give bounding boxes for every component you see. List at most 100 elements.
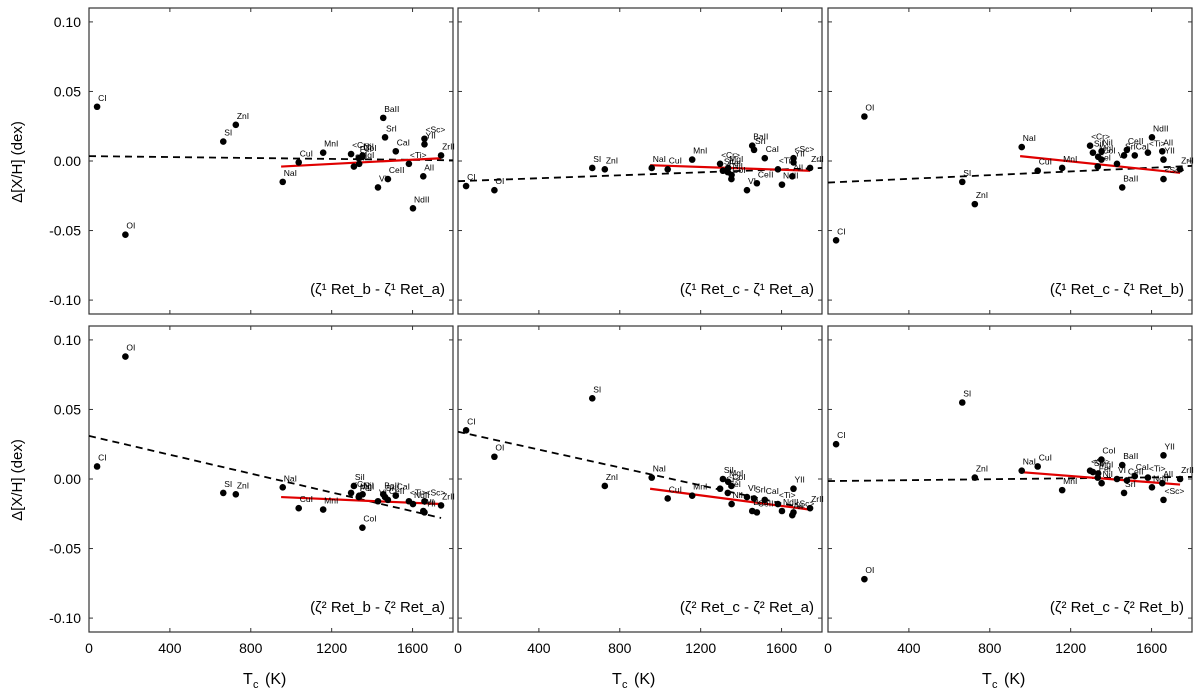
panels-group: -0.10-0.050.000.050.10CIOISIZnINaICuIMnI… bbox=[49, 7, 1194, 656]
point-label-mni: MnI bbox=[1063, 476, 1077, 486]
x-axis-label-2-sub: c bbox=[622, 679, 628, 691]
point-label-ndii: NdII bbox=[1153, 123, 1169, 133]
point-label-coi: CoI bbox=[1102, 446, 1115, 456]
point-cai bbox=[1131, 152, 1139, 159]
point-label-ceii: CeII bbox=[1128, 136, 1144, 146]
point-label-ceii: CeII bbox=[389, 486, 405, 496]
point-zrii bbox=[1176, 166, 1184, 173]
point-label-sc: <Sc> bbox=[425, 487, 445, 497]
point-label-zrii: ZrII bbox=[442, 491, 455, 501]
point-label-zrii: ZrII bbox=[1181, 465, 1194, 475]
point-label-baii: BaII bbox=[384, 104, 399, 114]
point-vi bbox=[374, 184, 382, 191]
point-cai bbox=[392, 492, 400, 499]
point-label-oi: OI bbox=[865, 565, 874, 575]
point-label-cui: CuI bbox=[1039, 157, 1052, 167]
point-nai bbox=[1018, 467, 1026, 474]
point-nii bbox=[728, 500, 735, 508]
point-label-mni: MnI bbox=[693, 146, 707, 156]
point-mni bbox=[319, 149, 327, 156]
y-tick-label: 0.00 bbox=[54, 153, 81, 169]
point-label-oi: OI bbox=[495, 176, 504, 186]
point-label-coi: CoI bbox=[363, 143, 376, 153]
point-label-nii: NiI bbox=[1103, 469, 1113, 479]
point-label-ndii: NdII bbox=[414, 490, 430, 500]
point-sii bbox=[1089, 468, 1097, 476]
point-label-sri: SrI bbox=[386, 483, 397, 493]
point-label-yii: YII bbox=[1164, 441, 1174, 451]
point-label-cai: CaI bbox=[397, 137, 410, 147]
point-vi bbox=[374, 497, 382, 505]
point-label-oi: OI bbox=[865, 102, 874, 112]
point-ali bbox=[419, 507, 427, 515]
point-mgi bbox=[355, 160, 363, 168]
point-zni bbox=[601, 166, 609, 173]
point-label-sc: <Sc> bbox=[1164, 486, 1184, 496]
panel-label: (ζ¹ Ret_b - ζ¹ Ret_a) bbox=[310, 281, 445, 298]
point-label-yii: YII bbox=[794, 475, 804, 485]
point-ci bbox=[462, 427, 470, 434]
point-label-ti: <Ti> bbox=[1149, 464, 1166, 474]
panel-frame bbox=[457, 7, 823, 315]
point-yii bbox=[1160, 156, 1167, 163]
point-sc bbox=[1160, 496, 1167, 504]
point-label-cr: <Cr> bbox=[352, 140, 371, 150]
point-label-si: SI bbox=[224, 128, 232, 138]
point-label-yii: YII bbox=[425, 130, 435, 140]
dashed-fit-line bbox=[827, 476, 1193, 482]
point-label-ali: AlI bbox=[793, 162, 803, 172]
point-vi bbox=[743, 493, 751, 501]
x-tick-label: 1600 bbox=[397, 640, 428, 656]
point-label-cai: CaI bbox=[1136, 462, 1149, 472]
point-label-cai: CaI bbox=[1136, 141, 1149, 151]
point-label-cui: CuI bbox=[669, 484, 682, 494]
point-label-zni: ZnI bbox=[237, 480, 249, 490]
point-label-cai: CaI bbox=[397, 482, 410, 492]
point-label-mni: MnI bbox=[693, 482, 707, 492]
point-ali bbox=[1158, 147, 1166, 155]
x-tick-label: 1200 bbox=[1055, 640, 1086, 656]
point-ceii bbox=[1123, 146, 1131, 154]
point-label-yii: YII bbox=[425, 498, 435, 508]
point-label-ceii: CeII bbox=[389, 165, 405, 175]
point-mni bbox=[688, 492, 696, 499]
point-zni bbox=[601, 482, 609, 490]
point-zrii bbox=[437, 152, 445, 159]
point-cai bbox=[1131, 472, 1139, 480]
point-label-nai: NaI bbox=[1023, 133, 1036, 143]
point-label-zni: ZnI bbox=[237, 111, 249, 121]
dashed-fit-line bbox=[88, 435, 442, 519]
point-zrii bbox=[437, 502, 445, 509]
point-fei bbox=[1094, 474, 1102, 481]
point-label-coi: CoI bbox=[732, 165, 745, 175]
point-baii bbox=[379, 114, 387, 122]
point-ti bbox=[774, 166, 782, 173]
point-sc bbox=[421, 135, 428, 143]
point-label-coi: CoI bbox=[1102, 146, 1115, 156]
point-label-ali: AlI bbox=[424, 162, 434, 172]
point-label-cr: <Cr> bbox=[1091, 132, 1110, 142]
point-cai bbox=[392, 147, 400, 155]
point-nai bbox=[279, 178, 287, 186]
point-label-ali: AlI bbox=[793, 501, 803, 511]
point-cai bbox=[761, 154, 769, 162]
point-label-ci: CI bbox=[837, 226, 846, 236]
y-tick-label: 0.10 bbox=[54, 14, 81, 30]
point-label-baii: BaII bbox=[753, 497, 768, 507]
panel-bottom-left: -0.10 -0.05 0.00 0.05 0.10 0 400 800 1200 1600 CI O… bbox=[49, 325, 455, 656]
point-cai bbox=[761, 496, 769, 504]
point-nii bbox=[1098, 147, 1105, 155]
point-ali bbox=[419, 173, 427, 180]
point-ceii bbox=[753, 509, 761, 516]
point-label-sc: <Sc> bbox=[794, 498, 814, 508]
panel-frame bbox=[457, 325, 823, 633]
panel-bottom-right: 040080012001600CIOISIZnINaICuIMnI<Cr>SiI… bbox=[824, 325, 1194, 656]
point-coi bbox=[359, 524, 366, 531]
point-label-baii: BaII bbox=[1123, 173, 1138, 183]
point-label-ndii: NdII bbox=[414, 194, 430, 204]
point-cr bbox=[716, 485, 724, 493]
point-label-zrii: ZrII bbox=[1181, 155, 1194, 165]
point-label-ali: AlI bbox=[1163, 469, 1173, 479]
